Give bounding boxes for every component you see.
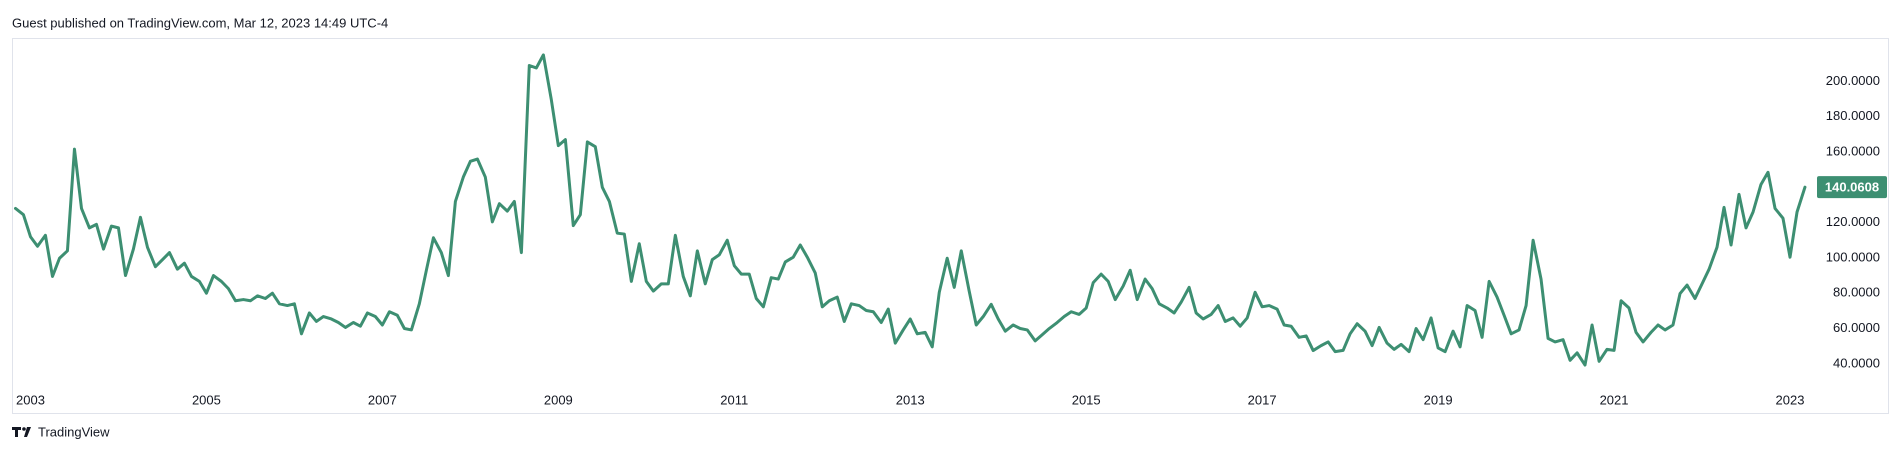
footer: TradingView [38, 424, 110, 439]
x-tick-label: 2005 [192, 392, 221, 407]
x-tick-label: 2021 [1600, 392, 1629, 407]
y-tick-label: 120.0000 [1826, 214, 1880, 229]
tradingview-logo [12, 427, 31, 437]
y-tick-label: 160.0000 [1826, 143, 1880, 158]
x-tick-label: 2011 [720, 392, 748, 407]
logo-icon [22, 427, 26, 431]
x-tick-label: 2015 [1072, 392, 1101, 407]
x-tick-label: 2007 [368, 392, 397, 407]
y-tick-label: 180.0000 [1826, 108, 1880, 123]
logo-icon [24, 427, 31, 437]
x-tick-label: 2009 [544, 392, 573, 407]
logo-icon [12, 427, 21, 437]
last-value-label: 140.0608 [1825, 180, 1879, 195]
header: Guest published on TradingView.com, Mar … [12, 15, 388, 30]
x-tick-label: 2003 [16, 392, 45, 407]
y-tick-label: 80.0000 [1833, 285, 1880, 300]
x-tick-label: 2019 [1424, 392, 1453, 407]
x-tick-label: 2017 [1248, 392, 1277, 407]
price-line [14, 53, 1807, 367]
y-tick-label: 200.0000 [1826, 73, 1880, 88]
chart-frame [12, 38, 1889, 414]
x-tick-label: 2013 [896, 392, 925, 407]
y-tick-label: 60.0000 [1833, 320, 1880, 335]
y-tick-label: 40.0000 [1833, 355, 1880, 370]
x-tick-label: 2023 [1776, 392, 1805, 407]
last-value-badge [1817, 176, 1887, 199]
y-tick-label: 100.0000 [1826, 249, 1880, 264]
